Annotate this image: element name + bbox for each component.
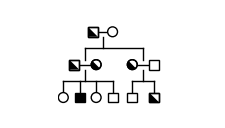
Bar [69, 60, 79, 70]
Circle shape [127, 60, 137, 70]
Polygon shape [149, 93, 159, 102]
Circle shape [91, 60, 101, 70]
Polygon shape [88, 27, 98, 37]
Circle shape [108, 27, 117, 37]
Bar [75, 93, 85, 102]
Bar [149, 60, 159, 70]
Bar [108, 93, 117, 102]
Circle shape [58, 93, 68, 102]
Wedge shape [91, 61, 100, 70]
Bar [88, 27, 98, 37]
Wedge shape [127, 61, 136, 70]
Bar [127, 93, 137, 102]
Bar [149, 93, 159, 102]
Bar [149, 93, 159, 102]
Bar [69, 60, 79, 70]
Bar [88, 27, 98, 37]
Circle shape [91, 93, 101, 102]
Polygon shape [69, 60, 79, 70]
